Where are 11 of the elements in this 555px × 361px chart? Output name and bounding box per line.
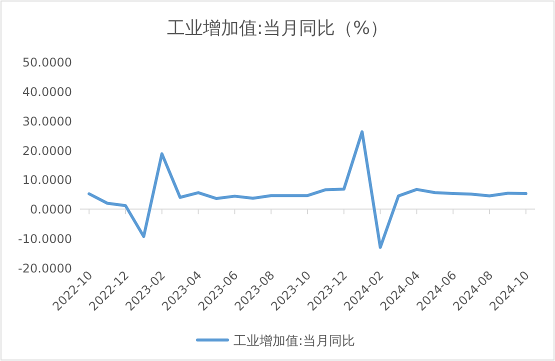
chart-title: 工业增加值:当月同比（%） xyxy=(166,18,388,39)
y-tick-label: 40.0000 xyxy=(22,84,72,99)
y-tick-label: 0.0000 xyxy=(30,202,72,217)
y-tick-label: 50.0000 xyxy=(22,56,72,70)
legend-label: 工业增加值:当月同比 xyxy=(234,334,355,349)
line-series xyxy=(88,130,528,249)
y-tick-label: -10.0000 xyxy=(18,232,72,246)
y-tick-label: -20.0000 xyxy=(18,262,72,276)
y-tick-label: 30.0000 xyxy=(22,114,72,128)
y-tick-label: 20.0000 xyxy=(22,144,72,158)
y-tick-label: 10.0000 xyxy=(22,173,72,188)
